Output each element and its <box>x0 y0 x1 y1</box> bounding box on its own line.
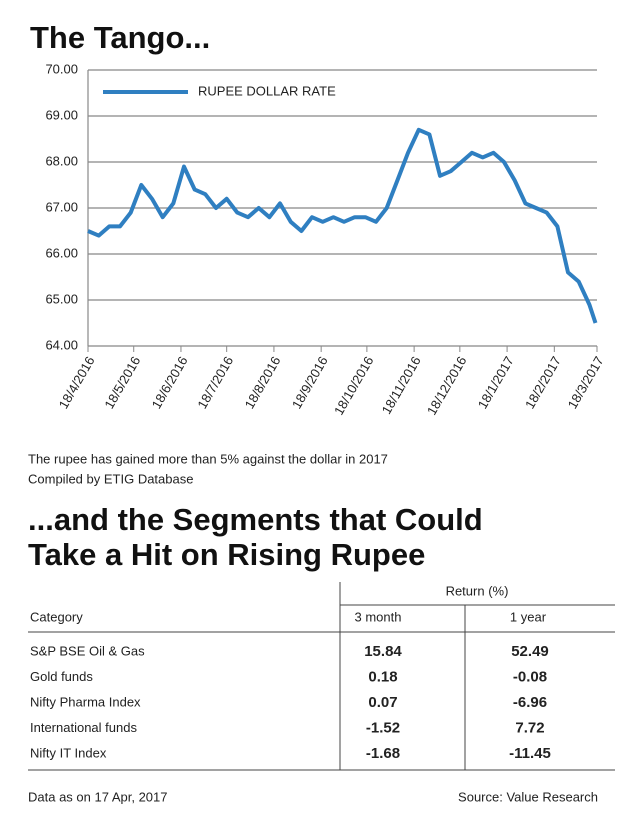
x-tick-label: 18/10/2016 <box>331 354 377 418</box>
x-tick-label: 18/9/2016 <box>289 354 331 412</box>
table-title: Take a Hit on Rising Rupee <box>28 537 425 572</box>
table-cell: International funds <box>30 720 137 735</box>
line-series <box>87 127 598 324</box>
y-tick-label: 66.00 <box>45 245 78 260</box>
table-cell: -0.08 <box>513 668 547 685</box>
footer-source: Source: Value Research <box>458 789 598 804</box>
x-tick-label: 18/2/2017 <box>522 354 564 412</box>
table-cell: -1.52 <box>366 719 400 736</box>
table-cell: 52.49 <box>511 643 549 660</box>
table-cell: -6.96 <box>513 694 547 711</box>
table-cell: S&P BSE Oil & Gas <box>30 643 145 658</box>
x-tick-label: 18/12/2016 <box>424 354 470 418</box>
x-tick-label: 18/8/2016 <box>242 354 284 412</box>
x-tick-label: 18/7/2016 <box>194 354 236 412</box>
table-header: 3 month <box>355 609 402 624</box>
table-cell: Nifty Pharma Index <box>30 694 141 709</box>
x-tick-label: 18/6/2016 <box>149 354 191 412</box>
table-cell: -1.68 <box>366 745 400 762</box>
table-header: 1 year <box>510 609 547 624</box>
table-cell: Nifty IT Index <box>30 745 107 760</box>
y-tick-label: 67.00 <box>45 199 78 214</box>
note: The rupee has gained more than 5% agains… <box>28 451 388 466</box>
chart-title: The Tango... <box>30 20 210 55</box>
x-tick-label: 18/5/2016 <box>101 354 143 412</box>
legend-label: RUPEE DOLLAR RATE <box>198 83 336 98</box>
table-title: ...and the Segments that Could <box>28 502 483 537</box>
y-tick-label: 65.00 <box>45 291 78 306</box>
x-tick-label: 18/4/2016 <box>56 354 98 412</box>
table-cell: 15.84 <box>364 643 402 660</box>
note: Compiled by ETIG Database <box>28 471 193 486</box>
table-cell: Gold funds <box>30 669 93 684</box>
table-group-header: Return (%) <box>446 583 509 598</box>
table-cell: 0.18 <box>368 668 397 685</box>
y-tick-label: 70.00 <box>45 61 78 76</box>
y-tick-label: 68.00 <box>45 153 78 168</box>
x-tick-label: 18/1/2017 <box>475 354 517 412</box>
y-tick-label: 69.00 <box>45 107 78 122</box>
table-cell: -11.45 <box>509 745 551 762</box>
table-header: Category <box>30 609 83 624</box>
x-tick-label: 18/3/2017 <box>565 354 607 412</box>
x-tick-label: 18/11/2016 <box>379 354 424 417</box>
table-cell: 0.07 <box>368 694 397 711</box>
y-tick-label: 64.00 <box>45 337 78 352</box>
table-cell: 7.72 <box>515 719 544 736</box>
footer-note: Data as on 17 Apr, 2017 <box>28 789 168 804</box>
